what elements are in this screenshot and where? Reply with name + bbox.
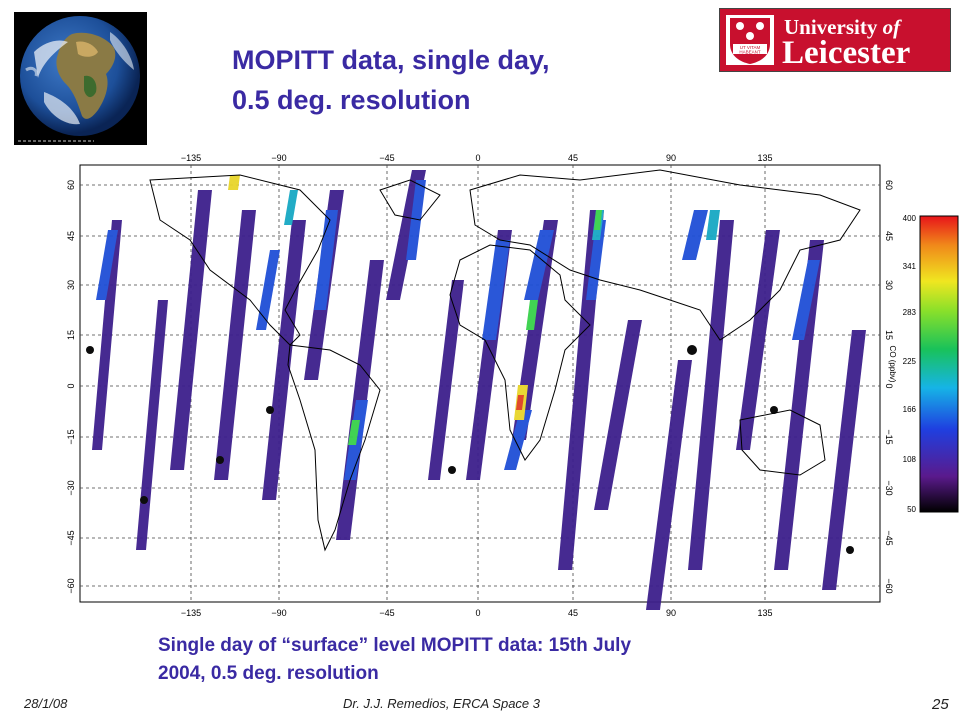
logo-university-text: University of [784,15,901,39]
svg-text:0: 0 [475,608,480,618]
svg-text:−45: −45 [379,153,394,163]
svg-text:0: 0 [475,153,480,163]
caption-line-2: 2004, 0.5 deg. resolution [158,663,379,684]
caption-line-1: Single day of “surface” level MOPITT dat… [158,635,632,656]
svg-text:−45: −45 [884,530,894,545]
svg-text:−30: −30 [884,480,894,495]
co-colorbar: 400 341 283 225 166 108 50 CO (ppbv) [876,212,960,517]
svg-text:15: 15 [66,330,76,340]
lon-labels-top: −135 −90 −45 0 45 90 135 [181,153,773,163]
colorbar-label: CO (ppbv) [888,346,897,383]
continent-outlines [149,169,861,552]
lat-labels-right: 60 45 30 15 0 −15 −30 −45 −60 [884,180,894,594]
slide-caption: Single day of “surface” level MOPITT dat… [158,632,858,688]
svg-text:−45: −45 [66,530,76,545]
svg-text:45: 45 [568,153,578,163]
svg-text:−15: −15 [884,429,894,444]
lon-labels-bottom: −135 −90 −45 0 45 90 135 [181,608,773,618]
svg-text:0: 0 [884,383,894,388]
svg-text:HABEANT: HABEANT [739,50,761,55]
svg-text:283: 283 [903,308,917,317]
svg-text:45: 45 [568,608,578,618]
svg-text:400: 400 [903,214,917,223]
svg-text:90: 90 [666,608,676,618]
svg-text:−15: −15 [66,429,76,444]
university-logo: UT VITAM HABEANT University of Leicester [719,8,951,72]
svg-text:166: 166 [903,405,917,414]
mopitt-co-map: −135 −90 −45 0 45 90 135 −135 −90 −45 0 … [60,150,900,625]
svg-text:50: 50 [907,505,916,514]
footer-author: Dr. J.J. Remedios, ERCA Space 3 [343,696,540,711]
svg-text:45: 45 [66,231,76,241]
svg-text:−45: −45 [379,608,394,618]
svg-text:−90: −90 [271,608,286,618]
earth-globe-image [14,12,147,145]
page-number: 25 [932,696,949,713]
logo-leicester-text: Leicester [782,35,911,71]
colorbar-ticks: 400 341 283 225 166 108 50 [903,214,917,514]
svg-text:UT VITAM: UT VITAM [740,45,761,50]
svg-text:0: 0 [66,383,76,388]
crest-icon: UT VITAM HABEANT [726,15,774,65]
svg-text:30: 30 [884,280,894,290]
svg-text:108: 108 [903,455,917,464]
title-line-1: MOPITT data, single day, [232,45,550,75]
svg-text:60: 60 [884,180,894,190]
svg-text:45: 45 [884,231,894,241]
svg-text:−60: −60 [884,578,894,593]
svg-text:30: 30 [66,280,76,290]
svg-text:−60: −60 [66,578,76,593]
svg-text:−90: −90 [271,153,286,163]
svg-text:15: 15 [884,330,894,340]
svg-text:90: 90 [666,153,676,163]
svg-text:−135: −135 [181,153,201,163]
slide-title: MOPITT data, single day, 0.5 deg. resolu… [232,40,702,120]
svg-text:341: 341 [903,262,917,271]
svg-text:−135: −135 [181,608,201,618]
lat-labels-left: 60 45 30 15 0 −15 −30 −45 −60 [66,180,76,594]
svg-text:135: 135 [757,153,772,163]
footer-date: 28/1/08 [24,696,68,711]
svg-text:−30: −30 [66,480,76,495]
svg-text:225: 225 [903,357,917,366]
title-line-2: 0.5 deg. resolution [232,85,471,115]
colorbar-gradient [919,215,959,513]
svg-text:60: 60 [66,180,76,190]
svg-text:135: 135 [757,608,772,618]
